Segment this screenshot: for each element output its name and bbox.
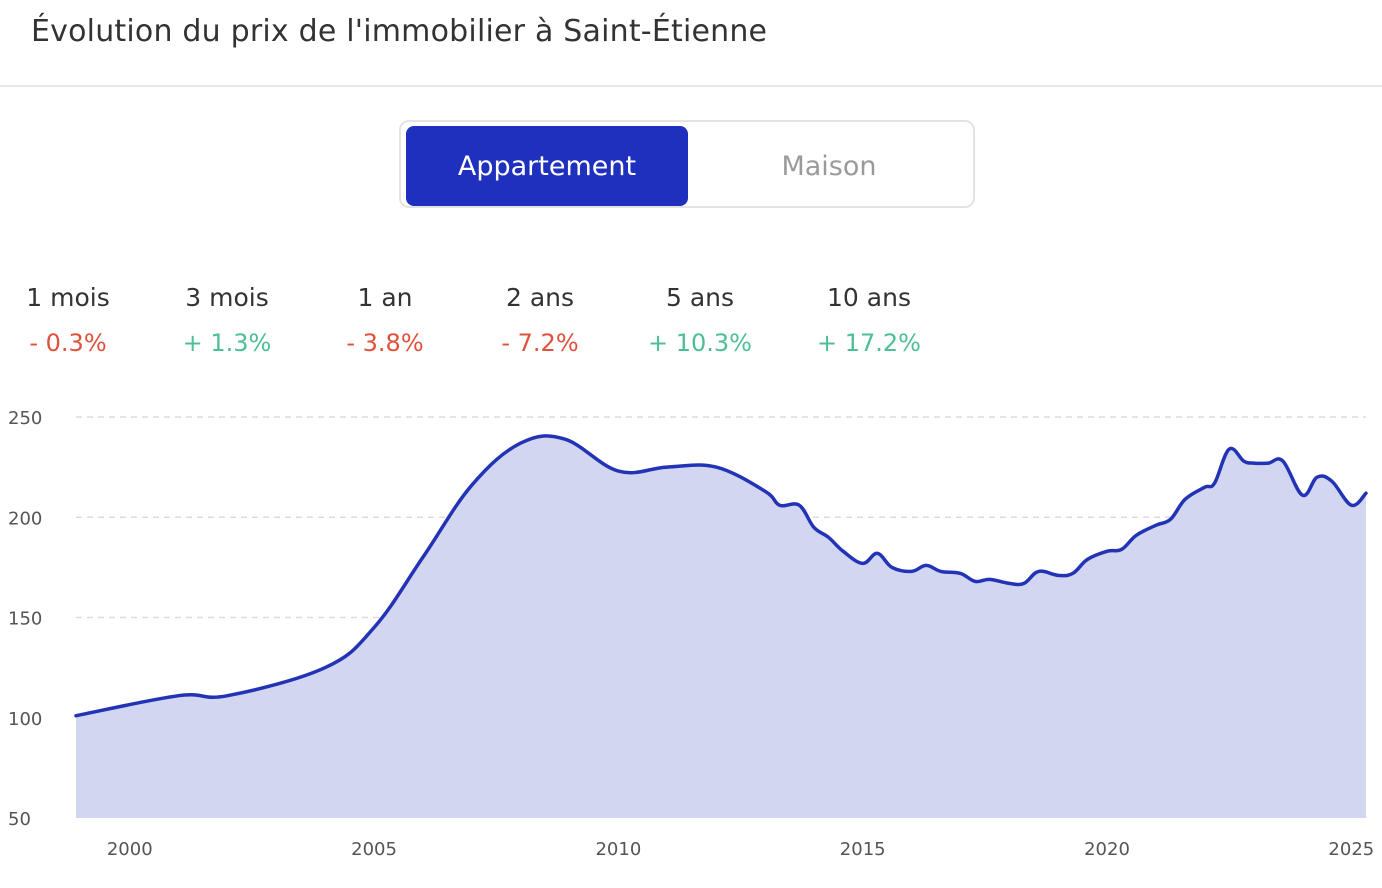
toggle-option-maison[interactable]: Maison [781, 150, 877, 182]
stat-label: 2 ans [505, 283, 575, 312]
stat-10-ans: 10 ans + 17.2% [789, 280, 949, 362]
x-tick-label: 2010 [595, 839, 641, 860]
stat-value: - 7.2% [501, 329, 579, 357]
toggle-option-appartement[interactable]: Appartement [406, 126, 688, 206]
y-tick-label: 250 [8, 408, 42, 429]
x-tick-label: 2025 [1328, 839, 1374, 860]
y-tick-label: 100 [8, 709, 42, 730]
x-tick-label: 2020 [1084, 839, 1130, 860]
stat-label: 5 ans [665, 283, 735, 312]
stat-label: 1 mois [26, 283, 110, 312]
stat-value: - 3.8% [346, 329, 424, 357]
stat-value: + 17.2% [817, 329, 921, 357]
x-tick-label: 2015 [840, 839, 886, 860]
page-title: Évolution du prix de l'immobilier à Sain… [31, 14, 768, 49]
stat-value: + 1.3% [182, 329, 272, 357]
y-tick-label: 150 [8, 609, 42, 630]
stat-label: 3 mois [185, 283, 269, 312]
stat-5-ans: 5 ans + 10.3% [620, 280, 780, 362]
y-tick-label: 200 [8, 508, 42, 529]
stat-label: 10 ans [827, 283, 911, 312]
x-tick-label: 2000 [107, 839, 153, 860]
y-axis-ticks: 50 100 150 200 250 [8, 408, 42, 830]
stat-1-an: 1 an - 3.8% [305, 280, 465, 362]
area-fill-layer [74, 434, 1368, 818]
stat-value: + 10.3% [648, 329, 752, 357]
stat-2-ans: 2 ans - 7.2% [460, 280, 620, 362]
x-axis-ticks: 2000 2005 2010 2015 2020 2025 [107, 839, 1374, 860]
series-area [76, 435, 1366, 818]
y-tick-label: 50 [8, 809, 31, 830]
stat-value: - 0.3% [29, 329, 107, 357]
header-divider [0, 85, 1382, 87]
property-type-toggle: Appartement Maison [399, 120, 975, 208]
series-line [74, 434, 1368, 718]
x-tick-label: 2005 [351, 839, 397, 860]
price-chart: 50 100 150 200 250 2000 2005 2010 2015 2020 2025 [8, 408, 1374, 860]
stat-1-mois: 1 mois - 0.3% [0, 280, 148, 362]
stat-label: 1 an [357, 283, 413, 312]
stat-3-mois: 3 mois + 1.3% [147, 280, 307, 362]
